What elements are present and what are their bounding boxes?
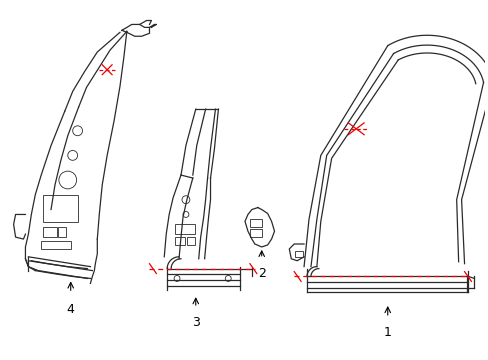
- Bar: [186, 237, 194, 245]
- Bar: [43, 227, 57, 237]
- Text: 2: 2: [257, 267, 265, 280]
- Bar: [41, 241, 71, 249]
- Bar: [249, 219, 261, 227]
- Text: 1: 1: [383, 326, 391, 339]
- Bar: [249, 229, 261, 237]
- Bar: [295, 251, 303, 257]
- Bar: [175, 224, 194, 234]
- Text: 4: 4: [67, 303, 75, 316]
- Bar: [175, 237, 184, 245]
- Bar: [58, 227, 66, 237]
- Text: 3: 3: [191, 316, 199, 329]
